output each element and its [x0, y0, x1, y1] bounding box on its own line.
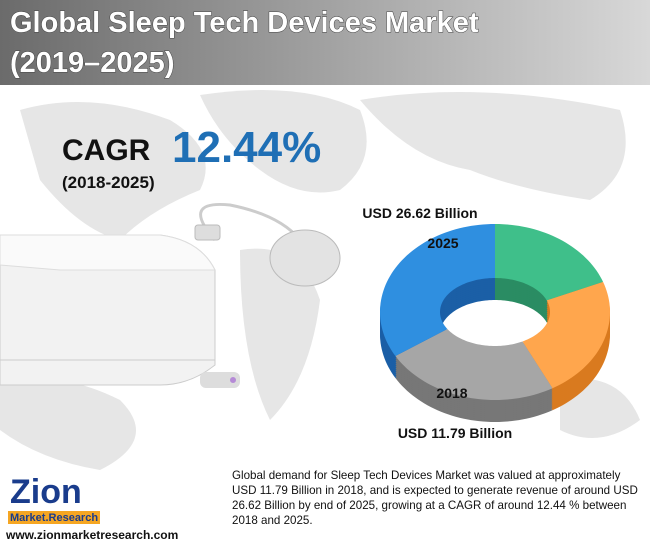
donut-segment — [395, 329, 553, 400]
title-band — [0, 0, 650, 85]
year-label: 2025 — [427, 235, 458, 251]
donut-segment — [522, 281, 610, 389]
title: Global Sleep Tech Devices Market — [10, 7, 479, 39]
donut-chart — [380, 224, 610, 422]
donut-segment — [380, 224, 495, 356]
title: (2019–2025) — [10, 47, 174, 79]
logo-tagline: Market.Research — [10, 512, 98, 524]
bed-illustration — [0, 202, 341, 388]
logo-name: Zion — [10, 473, 82, 511]
world-map — [0, 90, 640, 470]
year-label: 2018 — [436, 385, 467, 401]
logo-band — [8, 511, 100, 524]
value-label: USD 11.79 Billion — [398, 425, 512, 441]
cagr-value: 12.44% — [172, 123, 321, 172]
cagr-label: CAGR — [62, 134, 151, 167]
description: Global demand for Sleep Tech Devices Mar… — [232, 469, 638, 527]
url: www.zionmarketresearch.com — [5, 528, 178, 542]
value-label: USD 26.62 Billion — [362, 205, 477, 221]
donut-segment — [495, 224, 604, 301]
cagr-period: (2018-2025) — [62, 173, 155, 192]
